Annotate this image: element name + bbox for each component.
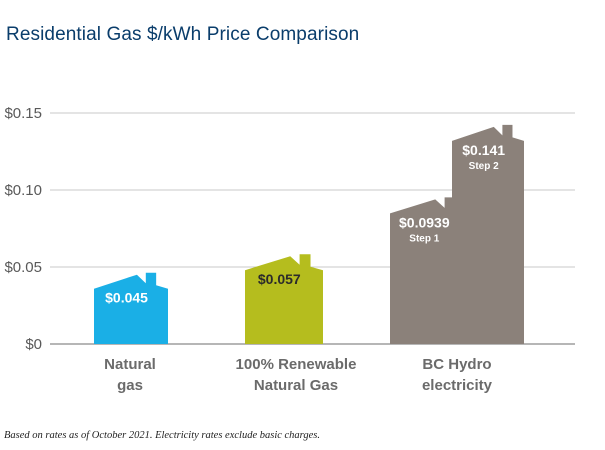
bar-value-label: $0.0939	[399, 214, 450, 230]
bar-0	[94, 272, 168, 344]
footnote: Based on rates as of October 2021. Elect…	[4, 430, 320, 441]
bar-value-label: $0.057	[258, 271, 301, 287]
bar-value-label: $0.141	[462, 142, 505, 158]
bar-3	[452, 124, 524, 344]
x-axis-category-labels: Natural gas 100% Renewable Natural Gas BC Hy…	[104, 356, 493, 394]
category-label: 100% Renewable	[236, 356, 357, 373]
bar-value-label: $0.045	[105, 290, 148, 306]
y-tick-label: $0	[25, 336, 42, 353]
bar-step-label: Step 1	[409, 233, 439, 244]
category-label: Natural	[104, 356, 156, 373]
category-label: electricity	[422, 377, 493, 394]
bar-2	[390, 197, 468, 344]
bars: $0.045 $0.057 $0.0939 Step 1 $0.141 Step 2	[94, 124, 524, 344]
y-tick-label: $0.15	[4, 105, 42, 122]
y-tick-label: $0.10	[4, 182, 42, 199]
chart-title: Residential Gas $/kWh Price Comparison	[6, 24, 360, 45]
category-label: BC Hydro	[422, 356, 491, 373]
y-tick-label: $0.05	[4, 259, 42, 276]
category-label: gas	[117, 377, 143, 394]
bar-step-label: Step 2	[469, 161, 499, 172]
category-label: Natural Gas	[254, 377, 338, 394]
bar-1	[245, 254, 323, 344]
y-axis-ticks: $0 $0.05 $0.10 $0.15	[4, 105, 42, 353]
